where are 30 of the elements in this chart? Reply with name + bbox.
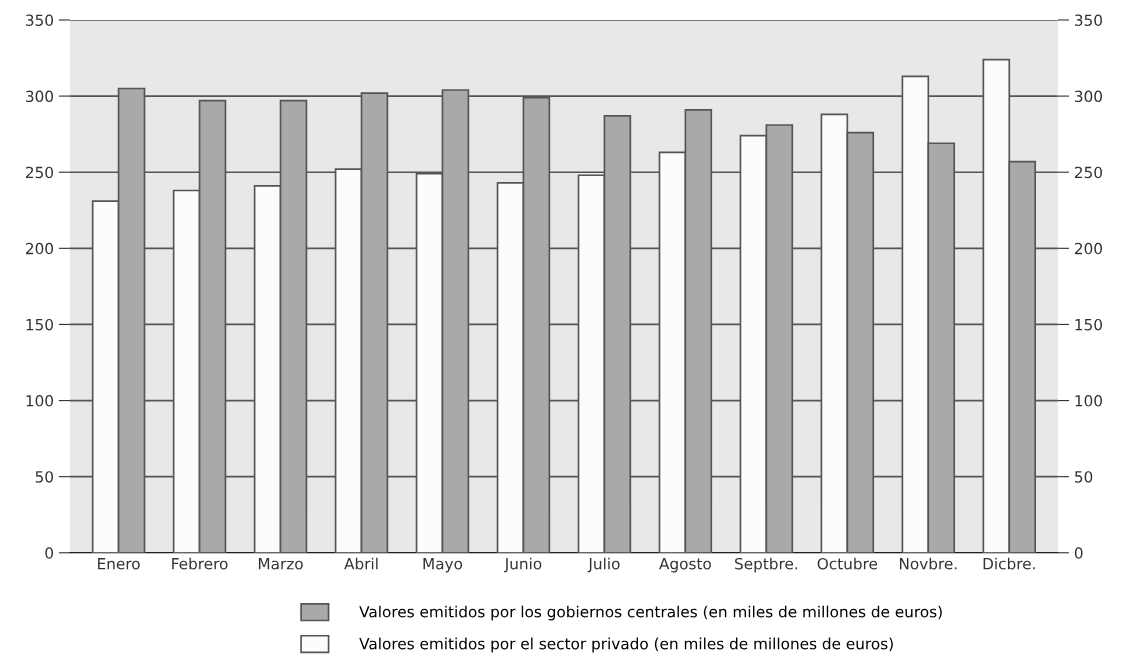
y-tick-label: 350	[26, 14, 54, 26]
y2-tick-label: 150	[1075, 318, 1102, 331]
x-tick-label: Julio	[587, 557, 620, 573]
y-tick-label: 200	[25, 242, 54, 255]
x-tick-label: Junio	[503, 557, 542, 573]
x-tick-label: Dicbre.	[983, 557, 1035, 570]
y-tick-label: 50	[35, 471, 54, 483]
legend-label: Valores emitidos por el sector privado (en miles de millones de euros)	[359, 637, 893, 653]
x-tick-label: Marzo	[258, 558, 303, 570]
y2-tick-label: 350	[1075, 14, 1102, 26]
y2-tick-label: 300	[1075, 90, 1102, 103]
x-tick-label: Novbre.	[899, 557, 957, 570]
y2-tick-label: 200	[1074, 242, 1102, 255]
legend-label: Valores emitidos por los gobiernos centrales (en miles de millones de euros)	[359, 605, 942, 621]
y-tick-label: 150	[26, 318, 54, 331]
x-tick-label: Septbre.	[735, 557, 798, 573]
y2-tick-label: 250	[1074, 166, 1102, 179]
y-tick-label: 0	[45, 547, 54, 559]
x-tick-label: Mayo	[423, 558, 463, 573]
x-tick-label: Agosto	[659, 558, 711, 573]
y2-tick-label: 0	[1074, 547, 1083, 559]
x-tick-label: Enero	[98, 558, 140, 570]
y2-tick-label: 100	[1075, 395, 1102, 407]
y-tick-label: 250	[25, 166, 54, 179]
y2-tick-label: 50	[1075, 471, 1093, 483]
x-tick-label: Febrero	[172, 557, 228, 570]
x-tick-label: Octubre	[817, 557, 878, 570]
y-tick-label: 300	[26, 90, 54, 103]
x-tick-label: Abril	[344, 557, 378, 570]
y-tick-label: 100	[26, 395, 54, 407]
